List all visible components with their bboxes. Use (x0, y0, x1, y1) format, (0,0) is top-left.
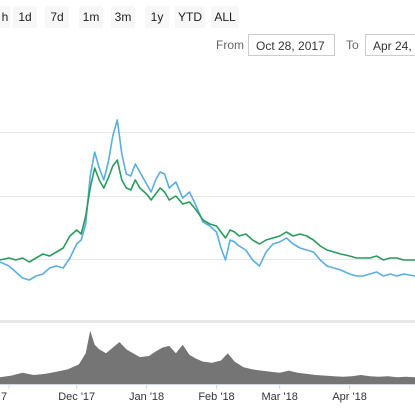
range-button-7d[interactable]: 7d (45, 6, 69, 28)
range-button-1d[interactable]: 1d (13, 6, 37, 28)
date-range: From Oct 28, 2017 To Apr 24, (0, 34, 415, 58)
range-button-h[interactable]: h (0, 6, 10, 28)
x-tick-label: Feb '18 (198, 391, 234, 403)
to-date-input[interactable]: Apr 24, (365, 34, 415, 56)
from-date-input[interactable]: Oct 28, 2017 (248, 34, 335, 56)
volume-layer (0, 330, 415, 384)
grid-lines (0, 132, 415, 321)
range-button-1y[interactable]: 1y (145, 6, 169, 28)
x-tick-label: Mar '18 (262, 391, 298, 403)
series-layer (0, 119, 415, 281)
range-button-all[interactable]: ALL (211, 6, 239, 28)
x-tick-label: Jan '18 (129, 391, 164, 403)
volume-area (0, 330, 415, 384)
series-line-2 (0, 159, 415, 263)
series-line-1 (0, 119, 415, 281)
x-tick-label: 7 (1, 391, 7, 403)
range-button-ytd[interactable]: YTD (175, 6, 205, 28)
x-tick-label: Apr '18 (332, 391, 367, 403)
to-label: To (346, 38, 359, 52)
x-tick-label: Dec '17 (58, 391, 95, 403)
range-button-1m[interactable]: 1m (79, 6, 103, 28)
range-button-3m[interactable]: 3m (111, 6, 135, 28)
from-label: From (216, 38, 244, 52)
x-axis: 7 Dec '17 Jan '18 Feb '18 Mar '18 Apr '18 (1, 384, 367, 403)
